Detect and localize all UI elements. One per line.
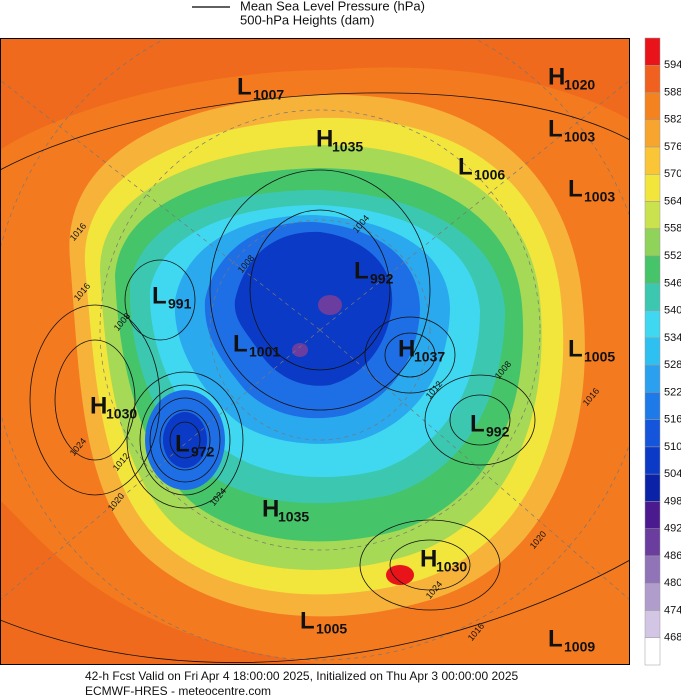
legend-label: Mean Sea Level Pressure (hPa) <box>240 0 425 13</box>
colorbar-swatch <box>644 528 661 557</box>
warm-zone <box>0 500 330 665</box>
colorbar-swatch <box>644 119 661 148</box>
height-fill <box>318 295 342 315</box>
center-pressure: 1005 <box>316 621 347 637</box>
colorbar-swatch <box>644 446 661 475</box>
colorbar-label: 480 <box>664 577 681 589</box>
colorbar-swatch <box>644 174 661 202</box>
center-pressure: 1006 <box>474 167 505 183</box>
height-fill <box>292 343 308 357</box>
center-letter: L <box>354 257 369 284</box>
colorbar-label: 552 <box>664 250 681 262</box>
colorbar-label: 486 <box>664 550 681 562</box>
colorbar-swatch <box>644 201 661 230</box>
colorbar: 594 588 582 576 570 564 558 552 546 540 534 528 522 5… <box>644 37 681 666</box>
colorbar-swatch <box>644 228 661 257</box>
center-pressure: 1020 <box>564 77 595 93</box>
center-letter: L <box>470 410 485 437</box>
colorbar-label: 528 <box>664 359 681 371</box>
center-pressure: 1001 <box>249 344 280 360</box>
center-pressure: 1003 <box>584 189 615 205</box>
colorbar-label: 468 <box>664 632 681 644</box>
height-fill <box>386 565 414 585</box>
center-pressure: 1009 <box>564 639 595 655</box>
center-letter: H <box>262 495 279 522</box>
map <box>0 38 630 665</box>
colorbar-swatch <box>644 92 661 121</box>
isobars <box>0 92 630 663</box>
center-letter: H <box>548 63 565 90</box>
center-letter: L <box>458 153 473 180</box>
colorbar-label: 588 <box>664 86 681 98</box>
colorbar-swatch <box>644 255 661 284</box>
center-letter: H <box>398 335 415 362</box>
warm-zone <box>0 38 630 150</box>
colorbar-label: 534 <box>664 332 681 344</box>
center-letter: L <box>568 175 583 202</box>
legend-label: 500-hPa Heights (dam) <box>240 12 374 27</box>
center-letter: L <box>568 335 583 362</box>
center-pressure: 1005 <box>584 349 615 365</box>
center-letter: L <box>300 607 315 634</box>
colorbar-label: 510 <box>664 441 681 453</box>
colorbar-swatch <box>644 337 661 366</box>
colorbar-swatch <box>644 364 661 393</box>
colorbar-label: 492 <box>664 523 681 535</box>
center-pressure: 991 <box>168 296 192 312</box>
colorbar-label: 522 <box>664 386 681 398</box>
center-pressure: 1035 <box>278 509 309 525</box>
height-fill <box>163 412 207 468</box>
map-frame <box>0 38 630 665</box>
colorbar-swatch <box>644 501 661 529</box>
center-letter: L <box>152 282 167 309</box>
center-letter: H <box>90 392 107 419</box>
colorbar-swatch <box>644 473 661 502</box>
graticule <box>0 38 630 661</box>
colorbar-swatch <box>644 310 661 339</box>
colorbar-swatch <box>644 392 661 420</box>
center-pressure: 1007 <box>253 87 284 103</box>
center-letter: L <box>548 625 563 652</box>
footer-text: 42-h Fcst Valid on Fri Apr 4 18:00:00 20… <box>85 669 519 683</box>
colorbar-label: 570 <box>664 168 681 180</box>
colorbar-swatch <box>644 419 661 448</box>
colorbar-label: 558 <box>664 223 681 235</box>
colorbar-label: 498 <box>664 495 681 507</box>
center-letter: L <box>237 73 252 100</box>
center-pressure: 992 <box>370 271 394 287</box>
colorbar-swatch <box>644 637 661 666</box>
colorbar-swatch <box>644 582 661 611</box>
center-letter: L <box>233 330 248 357</box>
colorbar-label: 576 <box>664 141 681 153</box>
colorbar-label: 516 <box>664 414 681 426</box>
center-letter: H <box>420 545 437 572</box>
center-pressure: 1003 <box>564 129 595 145</box>
colorbar-label: 474 <box>664 604 681 616</box>
center-pressure: 1035 <box>332 139 363 155</box>
colorbar-swatch <box>644 283 661 311</box>
colorbar-label: 594 <box>664 59 681 71</box>
footer-text: ECMWF-HRES - meteocentre.com <box>85 684 271 698</box>
center-pressure: 1030 <box>106 406 137 422</box>
colorbar-swatch <box>644 146 661 175</box>
center-pressure: 1030 <box>436 559 467 575</box>
colorbar-swatch <box>644 65 661 93</box>
height-fill <box>234 231 393 386</box>
colorbar-label: 546 <box>664 277 681 289</box>
center-pressure: 1037 <box>414 349 445 365</box>
center-letter: L <box>548 115 563 142</box>
center-letter: L <box>175 430 190 457</box>
center-letter: H <box>316 125 333 152</box>
colorbar-label: 564 <box>664 195 681 207</box>
center-pressure: 992 <box>486 424 510 440</box>
colorbar-label: 582 <box>664 114 681 126</box>
colorbar-swatch <box>644 610 661 638</box>
colorbar-label: 540 <box>664 305 681 317</box>
colorbar-swatch <box>644 37 661 66</box>
colorbar-swatch <box>644 555 661 584</box>
center-pressure: 972 <box>191 444 215 460</box>
colorbar-label: 504 <box>664 468 681 480</box>
